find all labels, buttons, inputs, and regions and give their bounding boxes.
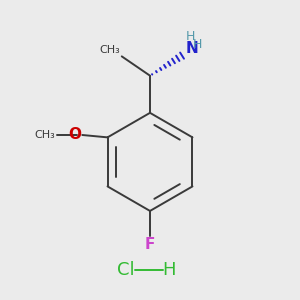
Text: F: F [145, 237, 155, 252]
Text: Cl: Cl [117, 261, 135, 279]
Text: CH₃: CH₃ [35, 130, 56, 140]
Text: H: H [163, 261, 176, 279]
Text: H: H [185, 30, 195, 43]
Text: H: H [193, 38, 202, 51]
Text: CH₃: CH₃ [100, 45, 120, 55]
Text: O: O [68, 128, 81, 142]
Text: N: N [185, 41, 198, 56]
